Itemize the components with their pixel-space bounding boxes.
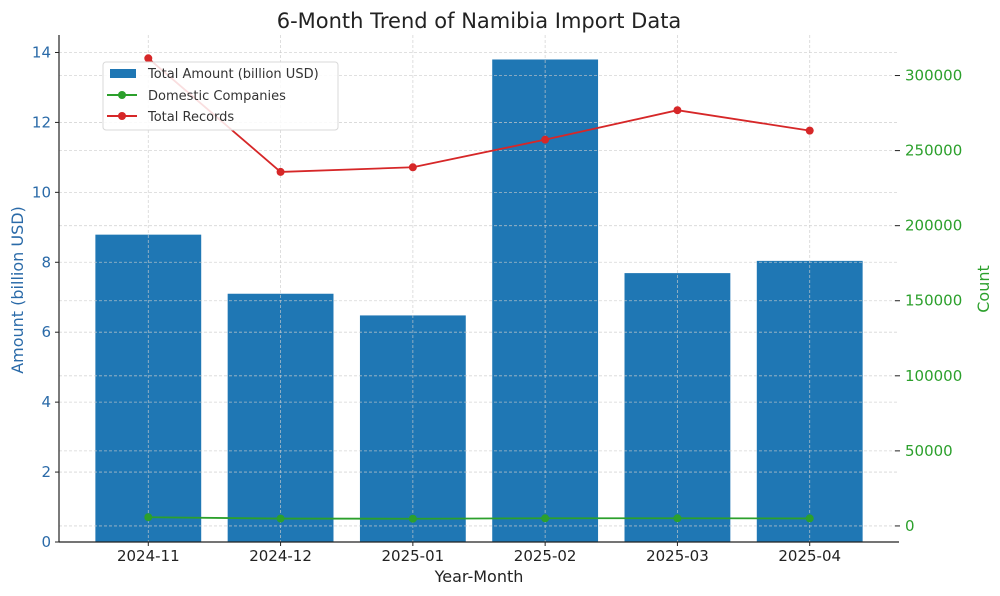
legend-label-total-amount: Total Amount (billion USD) [147, 67, 319, 82]
tick-label-left-0: 0 [41, 533, 51, 551]
line-domestic-companies [148, 516, 810, 520]
line-total-records [147, 57, 810, 173]
legend-label-total-records: Total Records [147, 110, 234, 125]
tick-label-right-100000: 100000 [905, 367, 962, 385]
legend-frame [102, 61, 339, 131]
tick-label-right-150000: 150000 [905, 292, 962, 310]
point-total-records-2025-01 [408, 163, 417, 172]
tick-label-left-10: 10 [32, 183, 51, 201]
tick-label-right-300000: 300000 [905, 67, 962, 85]
legend-marker-domestic-companies [118, 91, 126, 99]
tick-label-left-2: 2 [41, 463, 51, 481]
tick-label-x-2025-04: 2025-04 [778, 547, 841, 565]
legend-label-domestic-companies: Domestic Companies [148, 89, 286, 104]
tick-label-x-2024-12: 2024-12 [249, 547, 312, 565]
point-domestic-companies-2025-02 [541, 514, 550, 523]
tick-label-x-2025-01: 2025-01 [382, 547, 445, 565]
legend-swatch-total-amount [110, 69, 136, 78]
bar-2025-01 [359, 315, 466, 542]
point-domestic-companies-2025-03 [673, 514, 682, 523]
tick-label-left-12: 12 [32, 113, 51, 131]
point-domestic-companies-2024-12 [276, 514, 285, 523]
tick-label-left-8: 8 [41, 253, 51, 271]
tick-label-left-4: 4 [41, 393, 51, 411]
point-domestic-companies-2024-11 [144, 513, 153, 522]
y-axis-label-left: Amount (billion USD) [8, 206, 27, 374]
chart-title: 6-Month Trend of Namibia Import Data [277, 9, 682, 33]
point-total-records-2024-11 [144, 54, 153, 63]
point-total-records-2025-04 [805, 126, 814, 135]
point-domestic-companies-2025-04 [805, 514, 814, 523]
tick-label-right-200000: 200000 [905, 217, 962, 235]
tick-label-left-6: 6 [41, 323, 51, 341]
tick-label-x-2025-03: 2025-03 [646, 547, 709, 565]
legend: Total Amount (billion USD) Domestic Comp… [102, 61, 339, 131]
point-domestic-companies-2025-01 [408, 514, 417, 523]
axes-group: 0 2 4 6 8 10 12 14 0 50000 100000 150000 200000 25000… [32, 35, 962, 565]
y-axis-label-right: Count [974, 265, 993, 313]
tick-label-right-250000: 250000 [905, 142, 962, 160]
point-total-records-2025-03 [673, 106, 682, 115]
tick-label-right-50000: 50000 [905, 442, 953, 460]
legend-marker-total-records [118, 112, 126, 120]
tick-label-right-0: 0 [905, 517, 915, 535]
point-total-records-2024-12 [276, 167, 285, 176]
lines-group [144, 54, 814, 523]
tick-label-x-2024-11: 2024-11 [117, 547, 180, 565]
x-axis-label: Year-Month [434, 567, 524, 586]
tick-label-left-14: 14 [32, 43, 51, 61]
point-total-records-2025-02 [541, 135, 550, 144]
tick-label-x-2025-02: 2025-02 [514, 547, 577, 565]
